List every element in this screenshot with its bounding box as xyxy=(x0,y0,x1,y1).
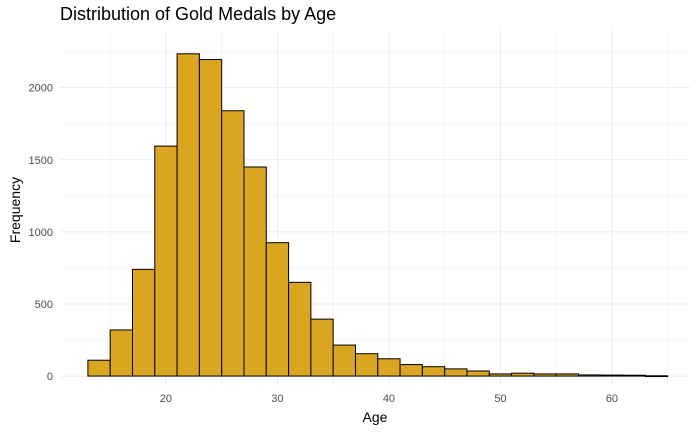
histogram-bars xyxy=(87,53,669,378)
y-axis-ticks: 0 500 1000 1500 2000 xyxy=(29,83,53,383)
histogram-bar xyxy=(154,145,178,377)
histogram-bar xyxy=(644,375,669,378)
histogram-bar xyxy=(555,373,579,377)
y-tick-label: 0 xyxy=(47,371,53,383)
histogram-bar xyxy=(310,318,334,377)
histogram-bar xyxy=(577,374,602,377)
x-tick-label: 20 xyxy=(160,393,172,405)
histogram-bar xyxy=(488,373,513,377)
x-axis-ticks: 20 30 40 50 60 xyxy=(160,393,618,405)
histogram-bar xyxy=(176,53,200,377)
histogram-bar xyxy=(600,374,624,377)
y-tick-label: 1000 xyxy=(29,227,53,239)
y-tick-label: 1500 xyxy=(29,155,53,167)
histogram-bar xyxy=(354,353,379,377)
histogram-bar xyxy=(243,166,267,377)
y-tick-label: 2000 xyxy=(29,83,53,95)
histogram-bar xyxy=(421,366,446,377)
histogram-bar xyxy=(511,372,535,377)
histogram-bar xyxy=(221,110,245,377)
histogram-bar xyxy=(444,368,468,377)
histogram-bar xyxy=(265,242,290,377)
histogram-bar xyxy=(622,374,646,377)
histogram-bar xyxy=(131,268,156,377)
x-tick-label: 40 xyxy=(383,393,395,405)
histogram-bar xyxy=(109,329,133,377)
y-tick-label: 500 xyxy=(35,299,53,311)
histogram-bar xyxy=(332,344,356,377)
histogram-bar xyxy=(288,281,312,377)
histogram-bar xyxy=(198,59,223,377)
histogram-bar xyxy=(377,358,401,377)
x-tick-label: 50 xyxy=(494,393,506,405)
histogram-bar xyxy=(87,359,111,377)
histogram-bar xyxy=(466,370,490,377)
x-tick-label: 60 xyxy=(606,393,618,405)
histogram-bar xyxy=(399,364,423,377)
x-axis-title: Age xyxy=(363,409,388,425)
histogram-bar xyxy=(533,373,557,377)
x-tick-label: 30 xyxy=(271,393,283,405)
y-axis-title: Frequency xyxy=(7,177,23,243)
chart-title: Distribution of Gold Medals by Age xyxy=(60,4,337,24)
